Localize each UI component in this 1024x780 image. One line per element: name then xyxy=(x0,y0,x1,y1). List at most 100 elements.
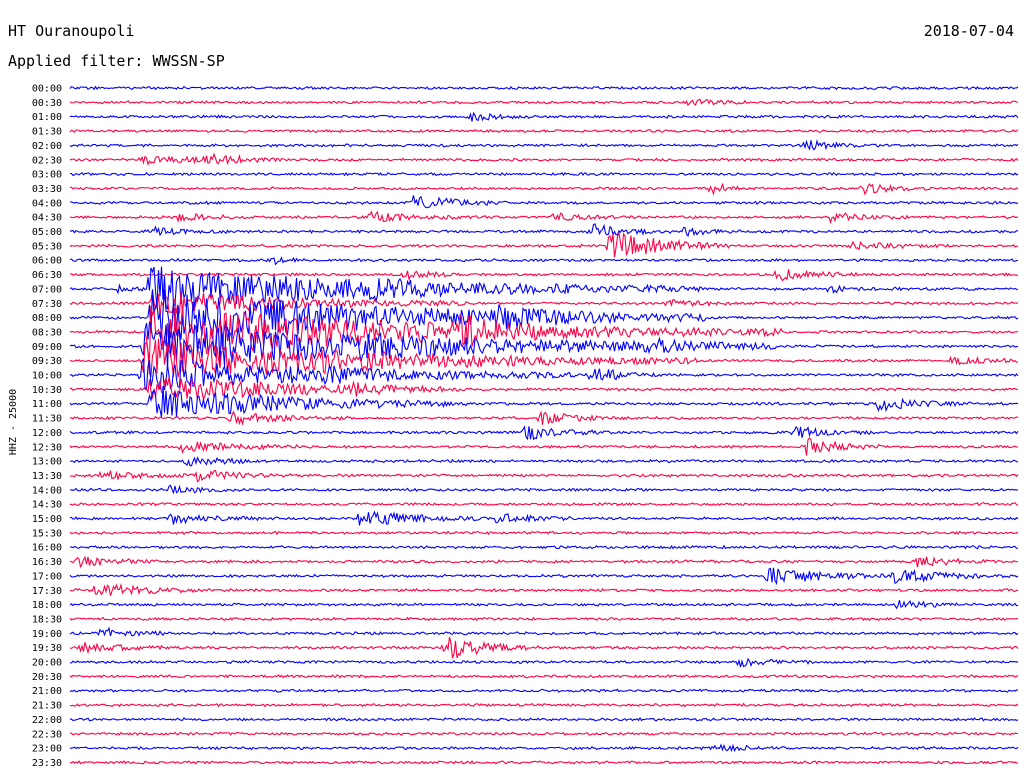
row-tick-label: 21:00 xyxy=(32,686,62,697)
row-tick-label: 01:00 xyxy=(32,112,62,123)
date-label: 2018-07-04 xyxy=(923,22,1014,40)
trace-line-0430 xyxy=(69,210,1019,225)
trace-line-1700 xyxy=(69,567,1019,586)
row-tick-label: 05:30 xyxy=(32,241,62,252)
row-tick-label: 11:00 xyxy=(32,399,62,410)
row-tick-label: 12:00 xyxy=(32,428,62,439)
trace-line-1730 xyxy=(70,582,1019,596)
trace-line-0230 xyxy=(69,152,1019,166)
trace-line-0000 xyxy=(69,85,1019,91)
trace-line-1130 xyxy=(69,410,1019,426)
row-tick-label: 09:00 xyxy=(32,342,62,353)
trace-line-1330 xyxy=(69,469,1019,483)
row-tick-label: 13:00 xyxy=(32,457,62,468)
row-tick-label: 08:30 xyxy=(32,327,62,338)
row-tick-label: 16:00 xyxy=(32,543,62,554)
row-tick-label: 13:30 xyxy=(32,471,62,482)
trace-line-0330 xyxy=(69,182,1019,196)
trace-line-0630 xyxy=(69,269,1019,282)
row-tick-label: 11:30 xyxy=(32,414,62,425)
row-tick-label: 18:00 xyxy=(32,600,62,611)
trace-line-1400 xyxy=(69,484,1018,495)
row-tick-label: 02:30 xyxy=(32,155,62,166)
trace-line-0830 xyxy=(69,306,1019,360)
row-tick-label: 02:00 xyxy=(32,141,62,152)
row-tick-label: 20:30 xyxy=(32,672,62,683)
row-tick-label: 08:00 xyxy=(32,313,62,324)
row-tick-label: 05:00 xyxy=(32,227,62,238)
trace-line-0700 xyxy=(69,266,1019,310)
trace-line-2130 xyxy=(69,702,1019,708)
row-tick-label: 21:30 xyxy=(32,701,62,712)
trace-line-0030 xyxy=(69,98,1019,107)
row-tick-label: 19:00 xyxy=(32,629,62,640)
row-tick-label: 14:30 xyxy=(32,500,62,511)
trace-line-0930 xyxy=(69,338,1019,378)
row-tick-label: 09:30 xyxy=(32,356,62,367)
trace-line-0100 xyxy=(69,111,1019,122)
trace-line-1600 xyxy=(69,544,1019,550)
row-tick-label: 15:00 xyxy=(32,514,62,525)
row-tick-label: 17:30 xyxy=(32,586,62,597)
trace-line-0500 xyxy=(69,223,1019,238)
trace-line-2200 xyxy=(69,716,1019,722)
row-tick-label: 20:00 xyxy=(32,658,62,669)
row-tick-label: 17:00 xyxy=(32,571,62,582)
trace-line-1300 xyxy=(69,456,1019,467)
row-tick-label: 01:30 xyxy=(32,127,62,138)
trace-line-1500 xyxy=(69,510,1019,526)
row-tick-label: 00:00 xyxy=(32,84,62,95)
row-tick-label: 14:00 xyxy=(32,485,62,496)
trace-line-1200 xyxy=(69,425,1019,441)
row-tick-label: 00:30 xyxy=(32,98,62,109)
trace-line-0730 xyxy=(69,289,1019,317)
row-tick-label: 04:00 xyxy=(32,198,62,209)
row-tick-label: 03:30 xyxy=(32,184,62,195)
row-tick-label: 03:00 xyxy=(32,170,62,181)
row-tick-label: 10:00 xyxy=(32,371,62,382)
trace-line-2030 xyxy=(69,674,1019,679)
trace-line-1930 xyxy=(69,636,1019,659)
row-tick-label: 07:30 xyxy=(32,299,62,310)
row-tick-label: 23:00 xyxy=(32,744,62,755)
trace-line-1530 xyxy=(69,530,1019,536)
trace-line-2300 xyxy=(69,743,1019,753)
trace-line-1830 xyxy=(69,616,1019,622)
trace-line-0200 xyxy=(69,139,1019,151)
trace-line-0530 xyxy=(69,231,1019,258)
row-tick-label: 06:30 xyxy=(32,270,62,281)
row-tick-label: 04:30 xyxy=(32,213,62,224)
row-tick-label: 10:30 xyxy=(32,385,62,396)
row-tick-label: 16:30 xyxy=(32,557,62,568)
filter-label: Applied filter: WWSSN-SP xyxy=(8,52,225,70)
trace-line-2230 xyxy=(69,731,1019,736)
row-tick-label: 19:30 xyxy=(32,643,62,654)
tick-label-group: 00:00 00:30 01:00 01:30 02:00 02:30 03:00 03:30… xyxy=(32,84,62,769)
row-tick-label: 15:30 xyxy=(32,528,62,539)
trace-line-0400 xyxy=(70,195,1019,209)
trace-line-1100 xyxy=(69,386,1019,418)
trace-line-1630 xyxy=(69,555,1019,569)
trace-line-0130 xyxy=(69,128,1019,134)
trace-line-1800 xyxy=(69,599,1019,610)
row-tick-label: 06:00 xyxy=(32,256,62,267)
trace-line-0800 xyxy=(69,289,1019,340)
row-tick-label: 12:30 xyxy=(32,442,62,453)
station-title: HT Ouranoupoli xyxy=(8,22,135,40)
trace-line-2330 xyxy=(69,760,1019,765)
trace-line-1900 xyxy=(69,626,1019,637)
row-tick-label: 23:30 xyxy=(32,758,62,769)
trace-group xyxy=(69,85,1019,765)
row-tick-label: 22:30 xyxy=(32,729,62,740)
trace-line-0600 xyxy=(69,256,1019,266)
trace-line-0300 xyxy=(70,171,1019,177)
trace-line-2100 xyxy=(69,688,1019,693)
trace-line-1430 xyxy=(69,501,1019,507)
trace-line-1230 xyxy=(69,437,1019,456)
trace-line-0900 xyxy=(69,321,1019,370)
row-tick-label: 18:30 xyxy=(32,614,62,625)
trace-line-1000 xyxy=(69,358,1019,391)
row-tick-label: 07:00 xyxy=(32,284,62,295)
trace-line-1030 xyxy=(69,376,1019,402)
